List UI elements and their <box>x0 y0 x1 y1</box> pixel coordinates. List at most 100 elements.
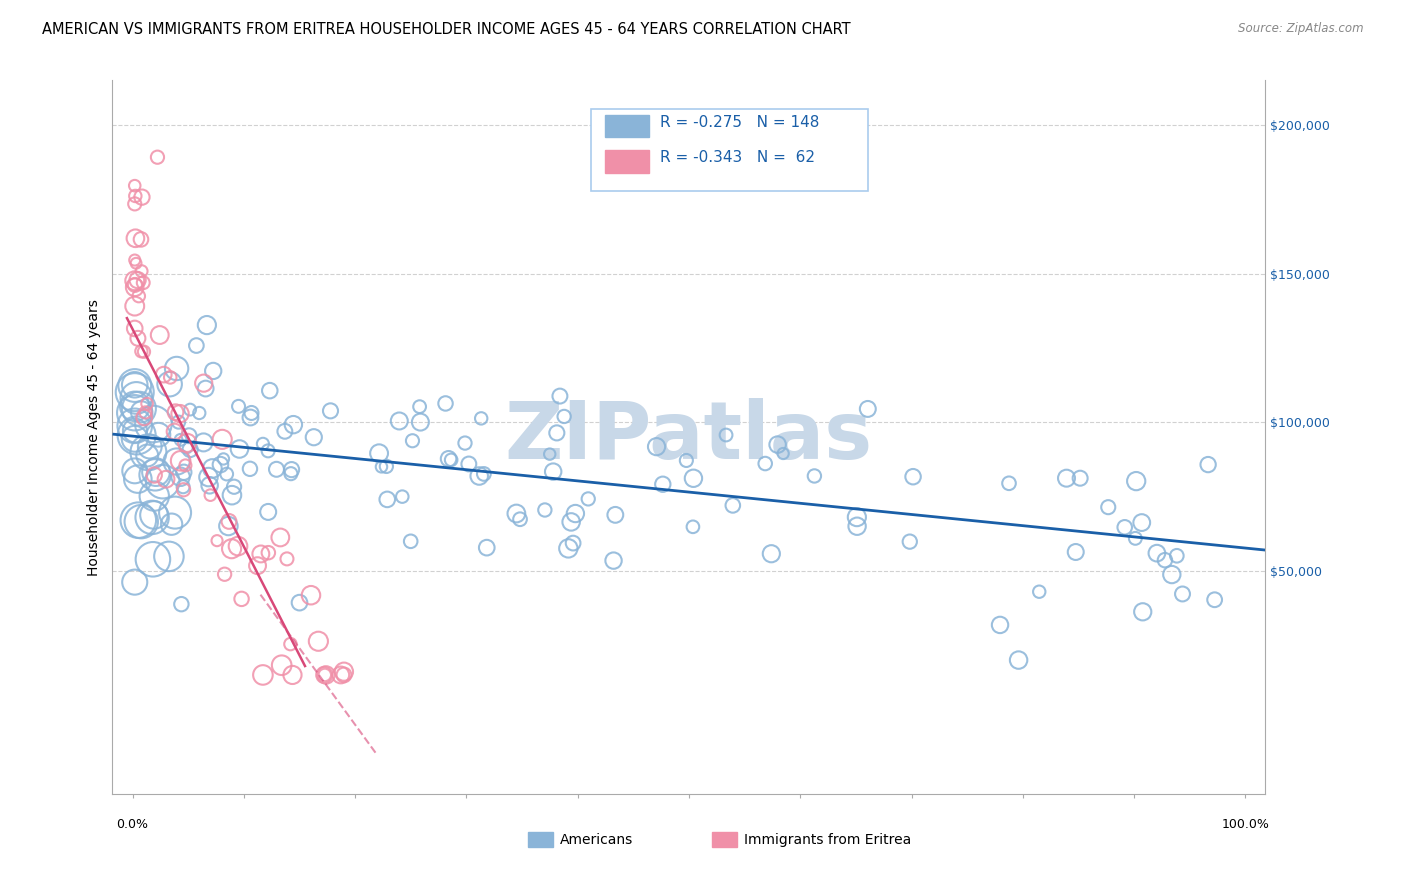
Point <box>1125 474 1147 488</box>
Point <box>124 197 146 211</box>
Point <box>143 467 166 482</box>
Point <box>409 415 432 429</box>
Point <box>124 280 146 294</box>
Point <box>1069 471 1091 485</box>
Point <box>440 453 463 467</box>
Point <box>221 541 243 556</box>
Point <box>142 417 165 431</box>
Point <box>534 503 557 517</box>
Point <box>562 536 585 550</box>
Point <box>283 417 305 432</box>
Point <box>143 468 166 483</box>
Point <box>166 454 188 468</box>
Point <box>127 273 149 287</box>
Point <box>548 389 571 403</box>
Point <box>155 472 177 486</box>
Point <box>165 506 187 520</box>
Point <box>124 424 146 438</box>
Point <box>124 253 146 268</box>
Point <box>124 385 146 400</box>
Point <box>280 637 302 651</box>
Point <box>509 512 531 526</box>
Text: ZIPatlas: ZIPatlas <box>505 398 873 476</box>
Point <box>186 338 208 352</box>
Point <box>437 451 460 466</box>
Point <box>201 461 224 475</box>
Point <box>167 415 190 429</box>
Point <box>270 658 292 673</box>
Point <box>259 384 281 398</box>
Point <box>564 507 586 521</box>
Point <box>124 189 146 203</box>
Point <box>553 409 575 424</box>
Point <box>505 507 527 521</box>
Point <box>159 377 181 392</box>
Point <box>132 276 155 290</box>
Point <box>408 400 430 414</box>
Point <box>239 410 262 425</box>
Bar <box>711 831 737 847</box>
Point <box>124 178 146 193</box>
Point <box>239 462 262 476</box>
Point <box>228 442 250 456</box>
Point <box>1160 567 1182 582</box>
Point <box>131 190 153 204</box>
Point <box>250 547 273 561</box>
Point <box>388 414 411 428</box>
Text: 0.0%: 0.0% <box>117 818 149 830</box>
Point <box>401 434 423 448</box>
Point <box>149 328 172 343</box>
Point <box>319 404 342 418</box>
Point <box>1197 458 1219 472</box>
Point <box>174 458 197 473</box>
Point <box>128 289 150 303</box>
Point <box>266 462 288 476</box>
Point <box>188 406 211 420</box>
Text: AMERICAN VS IMMIGRANTS FROM ERITREA HOUSEHOLDER INCOME AGES 45 - 64 YEARS CORREL: AMERICAN VS IMMIGRANTS FROM ERITREA HOUS… <box>42 22 851 37</box>
Point <box>172 480 194 494</box>
Point <box>217 519 239 533</box>
Point <box>269 531 291 545</box>
Point <box>682 471 704 485</box>
Point <box>169 454 191 468</box>
Point <box>142 552 165 566</box>
Point <box>257 505 280 519</box>
Point <box>252 437 274 451</box>
Bar <box>605 114 648 137</box>
Point <box>211 433 233 447</box>
Point <box>176 435 198 450</box>
Point <box>288 596 311 610</box>
Point <box>226 539 249 553</box>
Point <box>124 575 146 590</box>
Point <box>166 361 188 376</box>
Point <box>169 433 191 447</box>
Point <box>1171 587 1194 601</box>
Point <box>1154 553 1177 567</box>
Point <box>146 150 169 164</box>
Point <box>212 452 235 467</box>
Point <box>231 591 253 606</box>
Point <box>1064 545 1087 559</box>
Point <box>454 436 477 450</box>
Point <box>215 467 238 481</box>
Point <box>131 264 153 278</box>
Point <box>124 299 146 313</box>
Point <box>1146 546 1168 560</box>
Point <box>125 391 148 405</box>
Point <box>141 510 163 524</box>
Point <box>218 515 240 529</box>
Point <box>314 668 336 682</box>
Point <box>754 457 776 471</box>
Point <box>127 331 149 345</box>
Point <box>177 429 200 443</box>
Text: R = -0.343   N =  62: R = -0.343 N = 62 <box>661 150 815 165</box>
Point <box>399 534 422 549</box>
Point <box>576 491 599 506</box>
Point <box>766 437 789 451</box>
Point <box>1028 584 1050 599</box>
Point <box>315 668 337 682</box>
Point <box>682 520 704 534</box>
Point <box>197 470 219 484</box>
Text: R = -0.275   N = 148: R = -0.275 N = 148 <box>661 114 820 129</box>
Y-axis label: Householder Income Ages 45 - 64 years: Householder Income Ages 45 - 64 years <box>87 299 101 575</box>
